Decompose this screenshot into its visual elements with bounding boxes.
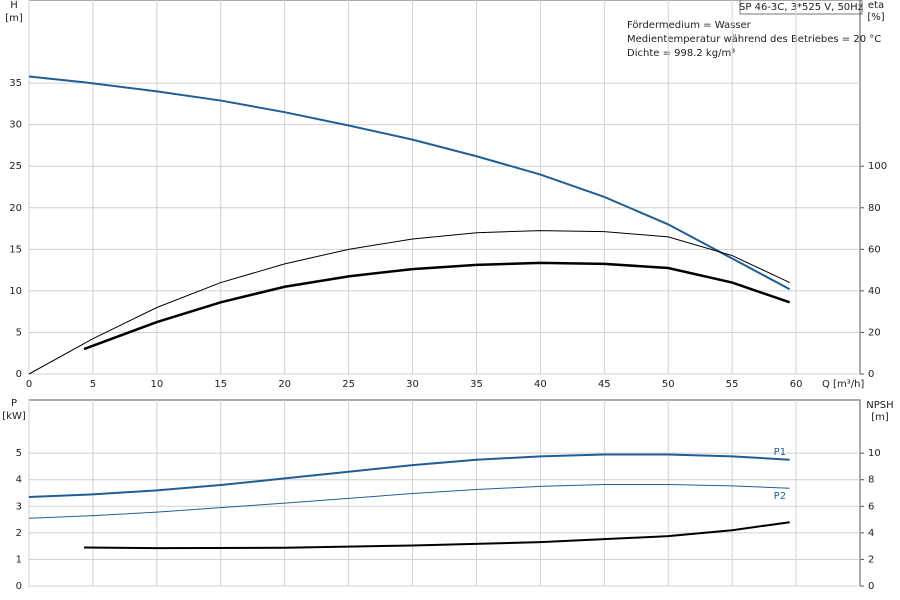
plot-frame — [28, 399, 861, 587]
y-tick-label: 10 — [9, 286, 22, 297]
y-axis-unit: [m] — [5, 13, 23, 24]
y-tick-label: 2 — [16, 528, 22, 539]
x-axis-label: Q [m³/h] — [822, 379, 864, 390]
x-tick-label: 50 — [662, 379, 675, 390]
x-tick-label: 20 — [278, 379, 291, 390]
x-tick-label: 60 — [790, 379, 803, 390]
title-box — [739, 0, 863, 15]
y-tick-label: 30 — [9, 120, 22, 131]
y2-tick-label: 6 — [868, 501, 874, 512]
chart-title: SP 46-3C, 3*525 V, 50Hz — [739, 2, 863, 13]
y-tick-label: 5 — [16, 327, 22, 338]
y2-tick-label: 4 — [868, 528, 874, 539]
series-label: P2 — [774, 491, 786, 502]
x-tick-label: 40 — [534, 379, 547, 390]
x-tick-label: 55 — [726, 379, 739, 390]
annotation: Medientemperatur während des Betriebes =… — [627, 34, 881, 45]
annotation: Dichte = 998.2 kg/m³ — [627, 48, 735, 59]
y-axis-label: P — [11, 398, 17, 409]
x-tick-label: 30 — [406, 379, 419, 390]
y2-tick-label: 100 — [868, 161, 887, 172]
y-tick-label: 0 — [16, 581, 22, 592]
y2-tick-label: 0 — [868, 369, 874, 380]
y-tick-label: 0 — [16, 369, 22, 380]
y2-axis-unit: [%] — [867, 12, 884, 23]
y-tick-label: 5 — [16, 448, 22, 459]
y2-tick-label: 0 — [868, 581, 874, 592]
y2-tick-label: 10 — [868, 448, 881, 459]
annotation: Fördermedium = Wasser — [627, 20, 752, 31]
y-tick-label: 3 — [16, 501, 22, 512]
y-tick-label: 4 — [16, 475, 22, 486]
y2-axis-label: eta — [868, 0, 884, 11]
x-tick-label: 0 — [26, 379, 32, 390]
x-tick-label: 15 — [214, 379, 227, 390]
x-tick-label: 45 — [598, 379, 611, 390]
curve — [28, 230, 790, 375]
y-tick-label: 15 — [9, 244, 22, 255]
y2-tick-label: 80 — [868, 203, 881, 214]
curve — [83, 521, 790, 550]
curve — [83, 261, 791, 351]
y-axis-label: H — [10, 0, 18, 11]
x-tick-label: 25 — [342, 379, 355, 390]
y-tick-label: 25 — [9, 161, 22, 172]
y2-tick-label: 2 — [868, 554, 874, 565]
y2-tick-label: 8 — [868, 475, 874, 486]
y2-tick-label: 60 — [868, 244, 881, 255]
curve — [28, 453, 790, 498]
y-axis-unit: [kW] — [2, 411, 26, 422]
y2-axis-label: NPSH — [866, 400, 893, 411]
plot-frame — [28, 0, 861, 375]
y2-tick-label: 20 — [868, 327, 881, 338]
curve — [28, 75, 791, 291]
y2-axis-unit: [m] — [871, 412, 889, 423]
y-tick-label: 35 — [9, 78, 22, 89]
y2-tick-label: 40 — [868, 286, 881, 297]
curve — [28, 483, 790, 519]
series-label: P1 — [774, 447, 786, 458]
y-tick-label: 1 — [16, 554, 22, 565]
x-tick-label: 10 — [150, 379, 163, 390]
y-tick-label: 20 — [9, 203, 22, 214]
x-tick-label: 5 — [90, 379, 96, 390]
x-tick-label: 35 — [470, 379, 483, 390]
